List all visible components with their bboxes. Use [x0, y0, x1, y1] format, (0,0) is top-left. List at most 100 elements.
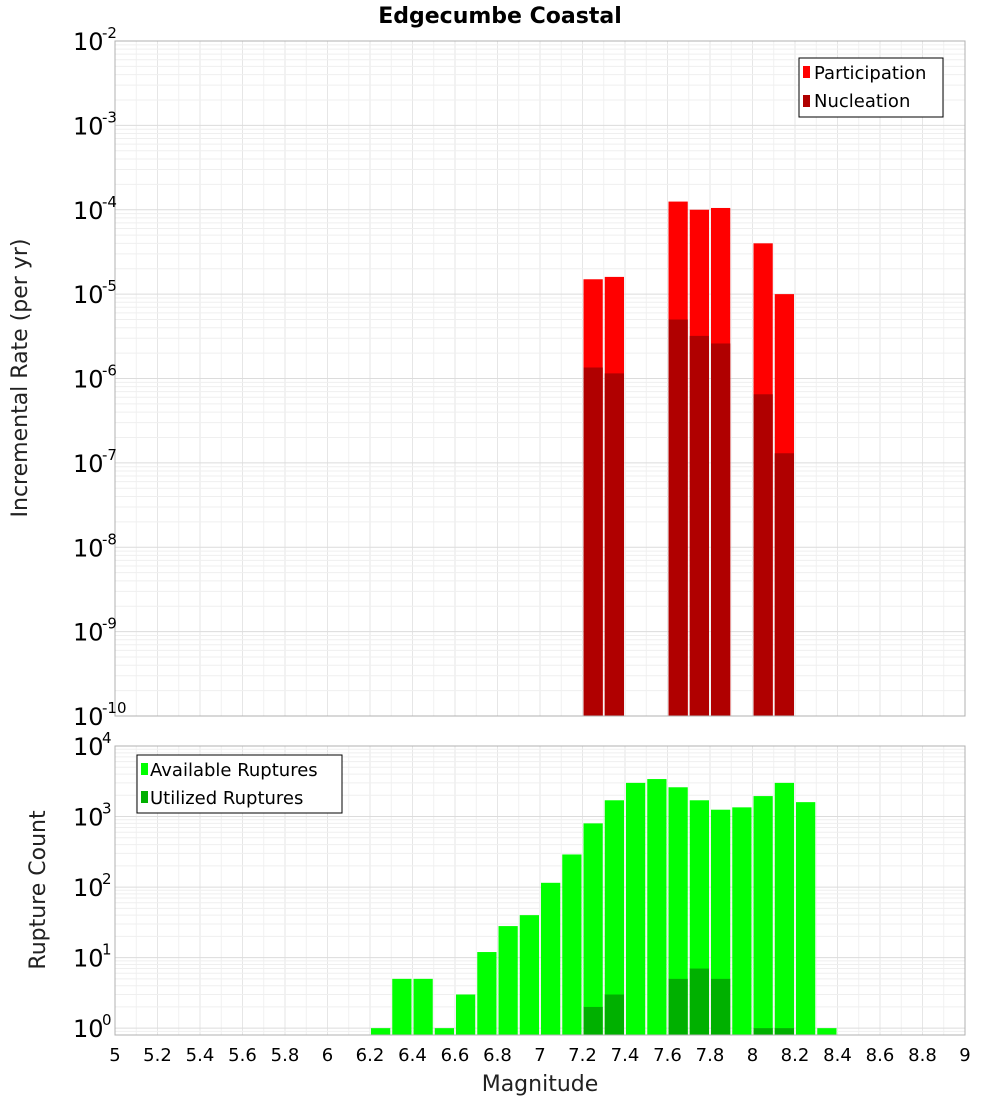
utilized-ruptures-bar: [689, 968, 709, 1035]
count-y-tick-exponent: 0: [102, 1011, 112, 1029]
nucleation-legend-swatch: [803, 95, 810, 107]
rate-y-tick-exponent: -9: [102, 615, 117, 633]
count-grid: [114, 745, 966, 1036]
count-legend-box: [136, 754, 343, 814]
count-y-tick-exponent: 3: [102, 800, 112, 818]
utilized-ruptures-bar: [583, 1006, 603, 1035]
rate-y-tick-exponent: -10: [102, 699, 127, 717]
count-y-tick-exponent: 1: [102, 941, 112, 959]
x-tick-label: 5.8: [271, 1045, 300, 1066]
available-ruptures-bar: [753, 796, 773, 1035]
x-tick-label: 7: [534, 1045, 545, 1066]
nucleation-legend-label: Nucleation: [814, 91, 910, 112]
nucleation-bar: [689, 335, 709, 716]
rate-y-tick-base: 10: [73, 112, 104, 140]
rate-legend-box: [798, 57, 944, 118]
x-tick-label: 8.8: [908, 1045, 937, 1066]
rate-y-tick-base: 10: [73, 28, 104, 56]
nucleation-bar: [604, 373, 624, 716]
utilized-ruptures-bar: [711, 978, 731, 1035]
available-ruptures-bar: [371, 1028, 391, 1035]
rate-y-tick-base: 10: [73, 534, 104, 562]
available-ruptures-bar: [477, 952, 497, 1035]
count-legend: Available Ruptures Utilized Ruptures: [136, 754, 343, 814]
nucleation-bar: [774, 453, 794, 716]
participation-legend-label: Participation: [814, 63, 926, 84]
x-tick-label: 8.4: [823, 1045, 852, 1066]
rate-legend: Participation Nucleation: [798, 57, 944, 118]
rate-y-axis-label: Incremental Rate (per yr): [8, 239, 33, 518]
rate-y-tick-base: 10: [73, 281, 104, 309]
rate-grid: [114, 40, 966, 717]
available-legend-label: Available Ruptures: [150, 760, 318, 781]
count-y-tick-base: 10: [73, 945, 104, 973]
available-ruptures-bar: [774, 782, 794, 1035]
x-tick-label: 6.4: [398, 1045, 427, 1066]
utilized-ruptures-bar: [604, 994, 624, 1035]
available-ruptures-bar: [647, 779, 667, 1035]
available-ruptures-bar: [413, 978, 433, 1035]
available-ruptures-bar: [626, 782, 646, 1035]
rate-y-tick-exponent: -8: [102, 530, 117, 548]
magnitude-x-axis-label: Magnitude: [482, 1072, 599, 1097]
utilized-legend-swatch: [141, 791, 148, 803]
nucleation-bar: [583, 367, 603, 716]
x-tick-label: 5.4: [186, 1045, 215, 1066]
participation-legend-swatch: [803, 66, 810, 78]
count-y-axis-label: Rupture Count: [26, 810, 51, 970]
magnitude-x-ticks: 5 5.2 5.4 5.6 5.8 6 6.2 6.4 6.6 6.8 7 7.2 7.4 7.6 7.8 8…: [109, 1045, 970, 1066]
count-y-tick-base: 10: [73, 1015, 104, 1043]
x-tick-label: 7.2: [568, 1045, 597, 1066]
x-tick-label: 6.2: [356, 1045, 385, 1066]
available-ruptures-bar: [604, 800, 624, 1035]
utilized-ruptures-bar: [753, 1028, 773, 1035]
x-tick-label: 8.6: [866, 1045, 895, 1066]
utilized-ruptures-bar: [668, 978, 688, 1035]
rate-plot-frame: [114, 40, 966, 717]
available-ruptures-bar: [498, 926, 518, 1035]
rate-y-tick-exponent: -6: [102, 362, 117, 380]
rate-bars: [583, 201, 794, 717]
count-y-tick-exponent: 4: [102, 729, 112, 747]
count-y-tick-base: 10: [73, 804, 104, 832]
available-ruptures-bar: [732, 807, 752, 1035]
available-ruptures-bar: [434, 1028, 454, 1035]
x-tick-label: 8: [747, 1045, 758, 1066]
chart-title: Edgecumbe Coastal: [378, 4, 622, 29]
x-tick-label: 7.4: [611, 1045, 640, 1066]
rate-y-tick-exponent: -5: [102, 277, 117, 295]
rate-y-tick-exponent: -2: [102, 24, 117, 42]
count-y-tick-exponent: 2: [102, 870, 112, 888]
available-ruptures-bar: [817, 1028, 837, 1035]
available-ruptures-bar: [711, 809, 731, 1035]
available-ruptures-bar: [456, 994, 476, 1035]
rate-y-tick-exponent: -4: [102, 193, 117, 211]
rate-y-tick-base: 10: [73, 197, 104, 225]
x-tick-label: 7.8: [696, 1045, 725, 1066]
utilized-ruptures-bar: [774, 1028, 794, 1035]
available-ruptures-bar: [583, 823, 603, 1035]
available-ruptures-bar: [541, 882, 561, 1035]
x-tick-label: 5: [109, 1045, 120, 1066]
rate-y-tick-exponent: -7: [102, 446, 117, 464]
nucleation-bar: [753, 394, 773, 716]
available-ruptures-bar: [392, 978, 412, 1035]
x-tick-label: 7.6: [653, 1045, 682, 1066]
x-tick-label: 6: [322, 1045, 333, 1066]
available-ruptures-bar: [796, 802, 816, 1035]
nucleation-bar: [711, 343, 731, 716]
nucleation-bar: [668, 319, 688, 716]
available-legend-swatch: [141, 763, 148, 775]
rate-y-tick-base: 10: [73, 366, 104, 394]
x-tick-label: 5.6: [228, 1045, 257, 1066]
x-tick-label: 8.2: [781, 1045, 810, 1066]
rate-y-tick-exponent: -3: [102, 108, 117, 126]
x-tick-label: 6.6: [441, 1045, 470, 1066]
available-ruptures-bar: [519, 915, 539, 1035]
count-y-tick-base: 10: [73, 733, 104, 761]
